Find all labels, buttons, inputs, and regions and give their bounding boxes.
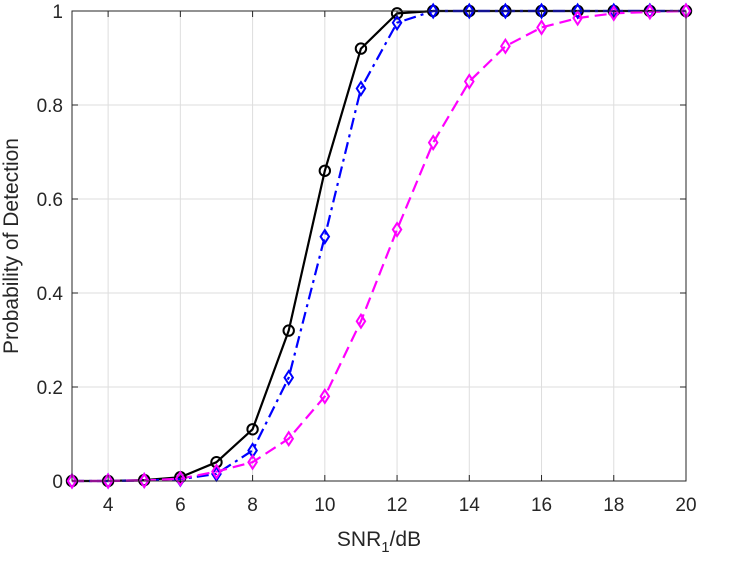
y-tick-label: 1 [52, 2, 63, 23]
x-tick-label: 4 [103, 495, 114, 516]
series-3-point [427, 134, 439, 151]
x-tick-label: 14 [459, 495, 481, 516]
series-2-point [427, 2, 439, 20]
series-2-point [536, 2, 547, 20]
x-tick-label: 16 [531, 495, 552, 516]
y-tick-label: 0.2 [37, 378, 63, 399]
series-3-point [138, 472, 150, 489]
series-3-point [283, 430, 295, 448]
series-2-point [608, 2, 620, 20]
series-3-point [536, 19, 547, 36]
y-axis-label: Probability of Detection [0, 138, 23, 354]
y-tick-label: 0.8 [37, 96, 63, 117]
series-3-point [319, 388, 331, 405]
series-3-point [644, 3, 656, 21]
series-3-point [102, 472, 114, 490]
series-3-point [247, 453, 258, 471]
series-2-point [319, 228, 331, 245]
series-2-point [572, 2, 584, 20]
y-tick-label: 0 [52, 472, 63, 493]
series-3-point [211, 463, 222, 480]
series-1-point [282, 324, 295, 337]
series-1-point [246, 423, 259, 436]
series-3-point [391, 221, 403, 238]
series-3-point [572, 9, 584, 27]
series-3-point [174, 470, 186, 487]
series-1-point [318, 164, 332, 178]
x-tick-label: 18 [603, 495, 624, 516]
series-2-point [211, 465, 222, 483]
series-3-point [500, 37, 511, 55]
plot-frame [71, 10, 687, 482]
series-2-point [391, 14, 403, 32]
x-tick-label: 8 [247, 495, 258, 516]
series-1-point [354, 42, 368, 55]
x-tick-label: 10 [314, 495, 335, 516]
series-3-point [463, 73, 475, 90]
axis-ticks: 4 6 8 10 12 14 16 18 20 0 0.2 0.4 0.6 0.8 1 [37, 2, 697, 516]
series-2-point [355, 80, 367, 97]
y-tick-label: 0.4 [37, 284, 64, 305]
x-tick-label: 20 [675, 495, 696, 516]
series-2-point [283, 369, 295, 386]
x-axis-label: SNR1/dB [337, 528, 421, 556]
series-1-point [390, 7, 404, 20]
series-3-point [66, 472, 78, 490]
x-tick-label: 6 [175, 495, 186, 516]
series-2-point [463, 2, 475, 20]
plot-area [72, 11, 686, 481]
x-tick-label: 12 [386, 495, 407, 516]
y-tick-label: 0.6 [37, 190, 63, 211]
series-3-line [72, 9, 687, 483]
series-3-point [355, 312, 367, 330]
series-2-point [500, 2, 511, 20]
